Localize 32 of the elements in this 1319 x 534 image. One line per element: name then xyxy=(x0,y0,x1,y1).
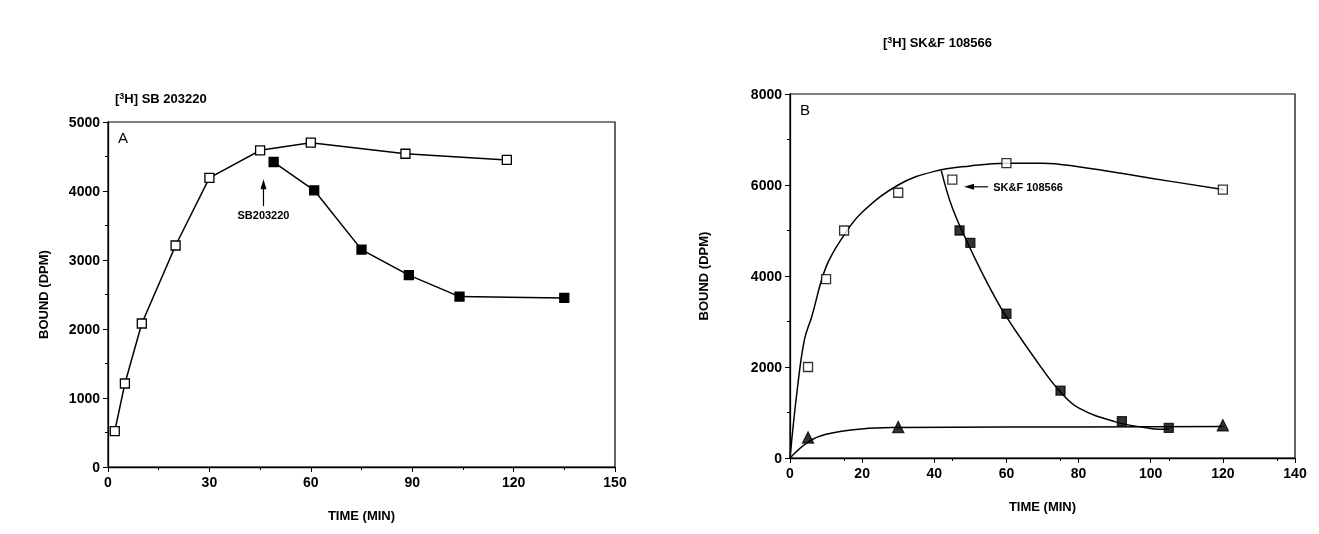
x-tick-label: 0 xyxy=(104,474,113,490)
y-tick-label: 8000 xyxy=(750,86,783,102)
y-axis-title: BOUND (DPM) xyxy=(36,250,51,339)
x-tick-label: 30 xyxy=(201,474,218,490)
annotation: A xyxy=(118,129,129,146)
x-tick-label: 120 xyxy=(501,474,526,490)
x-tick-label: 40 xyxy=(926,465,943,481)
x-tick-label: 150 xyxy=(603,474,627,490)
y-tick-label: 5000 xyxy=(68,114,101,130)
x-tick-label: 120 xyxy=(1211,465,1235,481)
y-tick-label: 4000 xyxy=(750,268,783,284)
y-tick-label: 6000 xyxy=(750,177,783,193)
y-tick-label: 2000 xyxy=(68,321,101,337)
y-tick-label: 3000 xyxy=(68,252,101,268)
x-tick-label: 80 xyxy=(1070,465,1087,481)
y-tick-label: 2000 xyxy=(750,359,783,375)
x-tick-label: 60 xyxy=(998,465,1015,481)
x-tick-label: 0 xyxy=(786,465,795,481)
y-tick-label: 0 xyxy=(774,450,783,466)
y-axis-title: BOUND (DPM) xyxy=(696,231,711,321)
x-tick-label: 90 xyxy=(404,474,421,490)
y-tick-label: 1000 xyxy=(68,390,101,406)
x-axis-title: TIME (MIN) xyxy=(327,508,396,523)
x-axis-title: TIME (MIN) xyxy=(1008,499,1077,514)
annotation: B xyxy=(800,101,811,118)
x-tick-label: 100 xyxy=(1139,465,1163,481)
annotation: SB203220 xyxy=(237,209,290,222)
y-tick-label: 4000 xyxy=(68,183,101,199)
x-tick-label: 60 xyxy=(303,474,319,490)
x-tick-label: 140 xyxy=(1283,465,1307,481)
annotation: SK&F 108566 xyxy=(993,180,1063,193)
x-tick-label: 20 xyxy=(854,465,871,481)
